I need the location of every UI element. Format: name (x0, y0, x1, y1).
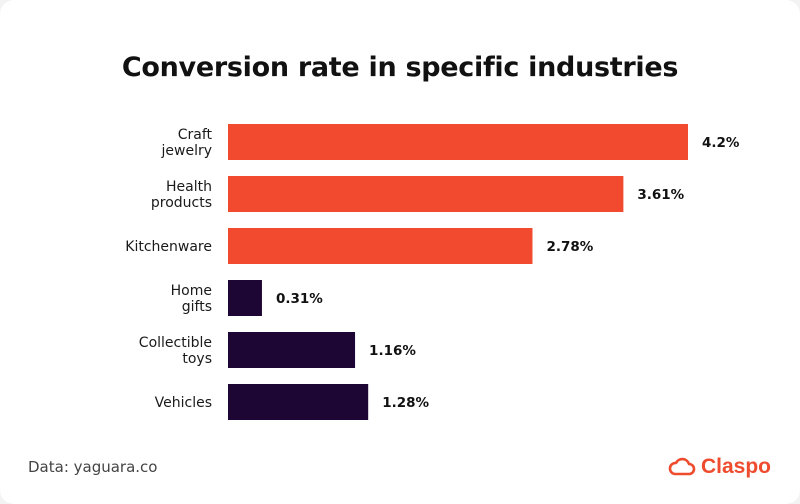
cloud-icon (668, 457, 696, 476)
category-label: toys (182, 351, 212, 367)
category-label: Craft (178, 127, 213, 143)
value-label: 1.28% (382, 395, 429, 411)
brand-name: Claspo (701, 455, 772, 478)
value-label: 3.61% (637, 187, 684, 203)
bar (228, 332, 356, 368)
brand-logo: Claspo (668, 455, 771, 479)
value-label: 0.31% (276, 291, 323, 307)
chart-title: Conversion rate in specific industries (121, 52, 679, 83)
data-source: Data: yaguara.co (28, 458, 158, 476)
value-label: 2.78% (546, 239, 593, 255)
category-label: Home (171, 283, 212, 299)
category-label: gifts (182, 299, 212, 315)
bar (228, 384, 369, 420)
category-label: jewelry (161, 143, 213, 159)
bar (228, 280, 262, 316)
value-label: 4.2% (702, 135, 740, 151)
category-label: Collectible (139, 335, 212, 351)
value-label: 1.16% (369, 343, 416, 359)
bar (228, 228, 533, 264)
bar (228, 176, 624, 212)
bar (228, 124, 688, 160)
category-label: Vehicles (155, 395, 212, 411)
category-label: Health (166, 179, 212, 195)
category-label: Kitchenware (125, 239, 212, 255)
category-label: products (151, 195, 212, 211)
